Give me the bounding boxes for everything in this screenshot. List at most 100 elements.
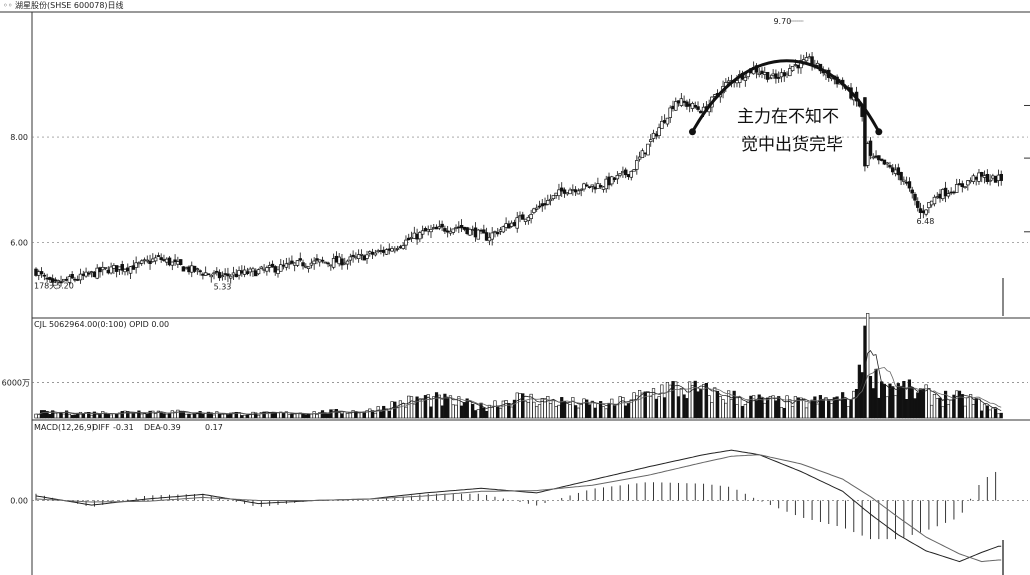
candle-body — [904, 181, 909, 184]
volume-bar — [960, 394, 964, 419]
volume-bar — [329, 409, 333, 419]
candle-body — [376, 250, 380, 253]
volume-bar — [760, 397, 764, 419]
candle-body — [790, 66, 795, 72]
candle-body — [206, 273, 211, 276]
macd-diff-line — [35, 449, 1002, 563]
volume-bar — [390, 401, 394, 419]
volume-bar — [763, 402, 767, 419]
volume-bar — [95, 414, 99, 419]
volume-bar — [98, 414, 102, 419]
candle-body — [804, 57, 809, 62]
candle-body — [916, 201, 920, 208]
candle-body — [484, 232, 489, 241]
candle-body — [490, 232, 494, 240]
candle-body — [432, 227, 436, 229]
candle-body — [601, 186, 606, 190]
volume-bar — [112, 413, 116, 419]
candle-body — [526, 216, 531, 221]
volume-bar — [407, 395, 411, 419]
candle-body — [957, 183, 962, 186]
label-high: 9.70 — [773, 17, 791, 26]
candle-body — [320, 259, 325, 262]
candle-body — [445, 230, 450, 233]
candle-body — [598, 185, 603, 188]
volume-bar — [429, 406, 433, 419]
candle-body — [643, 152, 647, 155]
candle-body — [685, 101, 689, 107]
volume-bar — [454, 404, 458, 419]
volume-bar — [251, 411, 255, 419]
arc-start-dot — [688, 128, 696, 136]
volume-bar — [696, 391, 700, 419]
volume-bar — [320, 410, 325, 419]
volume-bar — [927, 388, 931, 419]
volume-bar — [295, 413, 300, 419]
volume-bar — [418, 399, 422, 419]
candle-body — [426, 229, 430, 232]
candle-body — [167, 257, 172, 266]
candle-body — [103, 267, 108, 269]
candle-body — [465, 227, 469, 235]
volume-bar — [601, 406, 606, 419]
volume-bar — [120, 411, 124, 419]
candle-body — [763, 72, 767, 75]
volume-bar — [582, 398, 586, 419]
volume-bar — [523, 400, 528, 419]
candle-body — [153, 257, 158, 262]
candle-body — [534, 207, 539, 210]
candle-body — [501, 226, 506, 233]
volume-bar — [398, 400, 402, 419]
volume-bar — [548, 403, 553, 419]
volume-bar — [245, 414, 250, 419]
candle-body — [415, 233, 419, 240]
volume-bar — [841, 392, 845, 419]
volume-bar — [977, 398, 981, 419]
volume-bar — [618, 396, 622, 419]
candle-body — [337, 256, 341, 265]
candle-body — [468, 228, 472, 236]
volume-bar — [966, 397, 970, 419]
volume-bar — [735, 404, 739, 419]
volume-bar — [593, 407, 597, 419]
volume-bar — [482, 407, 486, 419]
volume-bar — [994, 408, 998, 419]
candle-body — [34, 268, 38, 276]
candle-body — [482, 229, 486, 234]
candle-body — [75, 279, 80, 281]
candle-body — [974, 177, 978, 180]
volume-bar — [557, 404, 561, 419]
candle-body — [646, 143, 650, 156]
candle-body — [637, 156, 642, 160]
volume-bar — [746, 400, 750, 419]
candle-body — [782, 72, 787, 77]
candle-body — [368, 251, 372, 254]
volume-bar — [134, 412, 138, 419]
volume-bar — [490, 407, 494, 419]
candle-body — [949, 191, 953, 194]
candle-body — [593, 186, 597, 190]
candle-body — [251, 268, 255, 272]
volume-bar — [665, 382, 670, 419]
candle-body — [671, 105, 675, 110]
volume-bar — [387, 410, 391, 419]
volume-bar — [574, 405, 578, 419]
volume-bar — [212, 414, 216, 419]
volume-bar — [674, 381, 678, 419]
volume-bar — [813, 396, 817, 419]
candle-body — [910, 189, 914, 194]
candle-body — [434, 226, 439, 230]
volume-bar — [816, 403, 820, 419]
candle-body — [523, 218, 528, 222]
volume-bar — [676, 396, 681, 419]
candle-body — [259, 266, 264, 269]
volume-bar — [142, 413, 147, 419]
candle-body — [540, 203, 545, 207]
candle-body — [276, 269, 280, 274]
volume-bar — [348, 412, 352, 419]
candle-body — [815, 62, 820, 66]
volume-bar — [446, 398, 450, 419]
volume-bar — [81, 413, 85, 419]
candle-body — [404, 239, 408, 246]
